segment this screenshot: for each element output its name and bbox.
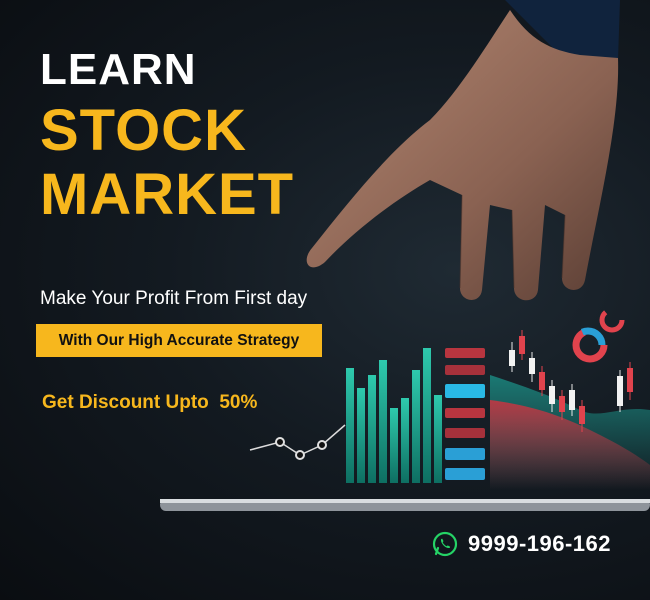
candlestick: [579, 406, 585, 424]
phone-number: 9999-196-162: [468, 531, 612, 556]
panel-tile-red: [445, 408, 485, 418]
panel-tile-blue: [445, 448, 485, 460]
volume-bar: [368, 375, 376, 483]
trend-point: [275, 437, 285, 447]
headline-learn: LEARN: [40, 45, 197, 94]
candlestick: [549, 386, 555, 404]
whatsapp-icon: [432, 531, 458, 557]
candlestick: [569, 390, 575, 410]
volume-bar: [390, 408, 398, 483]
volume-bar: [412, 370, 420, 483]
trend-point: [295, 450, 305, 460]
candlestick: [559, 396, 565, 412]
volume-bar: [357, 388, 365, 483]
panel-tile-red: [445, 365, 485, 375]
panel-tile-red: [445, 428, 485, 438]
subheadline: Make Your Profit From First day: [40, 288, 308, 309]
headline: LEARN STOCK MARKET: [40, 48, 294, 224]
trend-point: [317, 440, 327, 450]
donut-gauge: [599, 307, 625, 333]
stock-chart-graphic: [249, 307, 650, 490]
candlestick: [529, 358, 535, 374]
strategy-badge: With Our High Accurate Strategy: [36, 324, 322, 357]
tablet-device: [160, 499, 650, 511]
volume-bar: [379, 360, 387, 483]
headline-market: MARKET: [40, 162, 295, 227]
volume-bar: [423, 348, 431, 483]
candlestick: [539, 372, 545, 390]
candlestick: [617, 376, 623, 406]
panel-tile-red: [445, 348, 485, 358]
panel-tile-blue: [445, 384, 485, 398]
panel-tile-blue: [445, 468, 485, 480]
candlestick: [627, 368, 633, 392]
volume-bar: [434, 395, 442, 483]
candlestick: [519, 336, 525, 354]
contact-phone[interactable]: 9999-196-162: [432, 530, 611, 558]
candlestick: [509, 350, 515, 366]
donut-gauge-segment: [570, 327, 606, 363]
volume-bar: [401, 398, 409, 483]
headline-stock: STOCK: [40, 98, 247, 163]
discount-offer: Get Discount Upto 50%: [42, 392, 258, 413]
hand-illustration: [306, 0, 620, 301]
red-area-wave: [490, 400, 650, 490]
trend-line: [249, 424, 346, 456]
volume-bar: [346, 368, 354, 483]
